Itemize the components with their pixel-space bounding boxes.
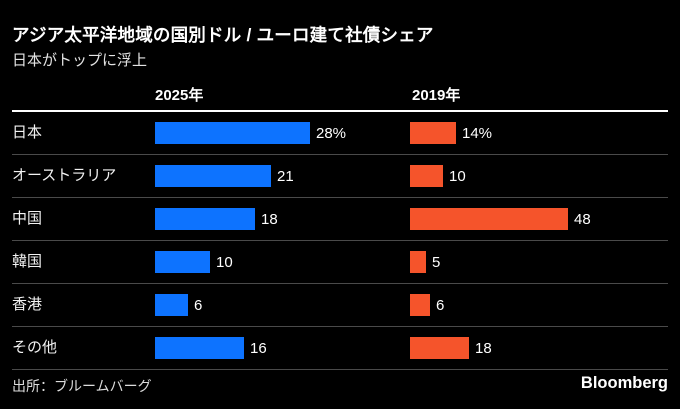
bar-value: 14% [462,124,493,142]
bar-group-2025年: 21 [155,155,294,197]
bar-group-2019年: 5 [410,241,440,283]
column-header-2025: 2025年 [155,87,204,104]
bloomberg-logo: Bloomberg [580,374,668,392]
bar-value: 28% [316,124,347,142]
row-label: その他 [12,339,58,356]
row-label: 韓国 [12,253,43,270]
bar-group-2019年: 10 [410,155,466,197]
chart-subtitle: 日本がトップに浮上 [12,52,148,69]
bar-value: 6 [194,296,203,314]
bar-group-2025年: 28% [155,112,346,154]
bar-2025年-日本 [155,122,310,144]
bar-group-2019年: 48 [410,198,591,240]
bar-value: 18 [475,339,492,357]
chart-row: 中国 18 48 [12,198,668,241]
chart-row: 香港 6 6 [12,284,668,327]
row-label: オーストラリア [12,167,117,184]
chart-title: アジア太平洋地域の国別ドル / ユーロ建て社債シェア [12,25,434,45]
bar-value: 48 [574,210,591,228]
bar-value: 18 [261,210,278,228]
chart-row: 日本 28% 14% [12,112,668,155]
bar-2019年-香港 [410,294,430,316]
bar-group-2025年: 18 [155,198,278,240]
bar-group-2019年: 18 [410,327,492,369]
bar-group-2019年: 14% [410,112,492,154]
bar-value: 10 [216,253,233,271]
row-label: 日本 [12,124,43,141]
bar-2025年-香港 [155,294,188,316]
bar-2019年-日本 [410,122,456,144]
chart-row: その他 16 18 [12,327,668,370]
chart-rows: 日本 28% 14% オーストラリア 21 10 中国 18 48 韓国 10 5 香港 6 6 その他 16 1… [12,110,668,370]
bar-group-2025年: 16 [155,327,267,369]
row-label: 香港 [12,296,43,313]
bar-value: 5 [432,253,441,271]
bar-2019年-その他 [410,337,469,359]
bar-2019年-オーストラリア [410,165,443,187]
bar-2025年-中国 [155,208,255,230]
bar-2019年-韓国 [410,251,426,273]
bar-2025年-韓国 [155,251,210,273]
chart-row: オーストラリア 21 10 [12,155,668,198]
source-note: 出所：ブルームバーグ [12,378,152,394]
bar-group-2025年: 6 [155,284,202,326]
bar-2025年-その他 [155,337,244,359]
column-header-2019: 2019年 [412,87,461,104]
bar-2025年-オーストラリア [155,165,271,187]
bar-value: 16 [250,339,267,357]
bar-value: 21 [277,167,294,185]
bar-value: 10 [449,167,466,185]
bar-2019年-中国 [410,208,568,230]
row-label: 中国 [12,210,43,227]
bar-group-2025年: 10 [155,241,233,283]
bar-value: 6 [436,296,445,314]
chart-row: 韓国 10 5 [12,241,668,284]
bar-group-2019年: 6 [410,284,444,326]
